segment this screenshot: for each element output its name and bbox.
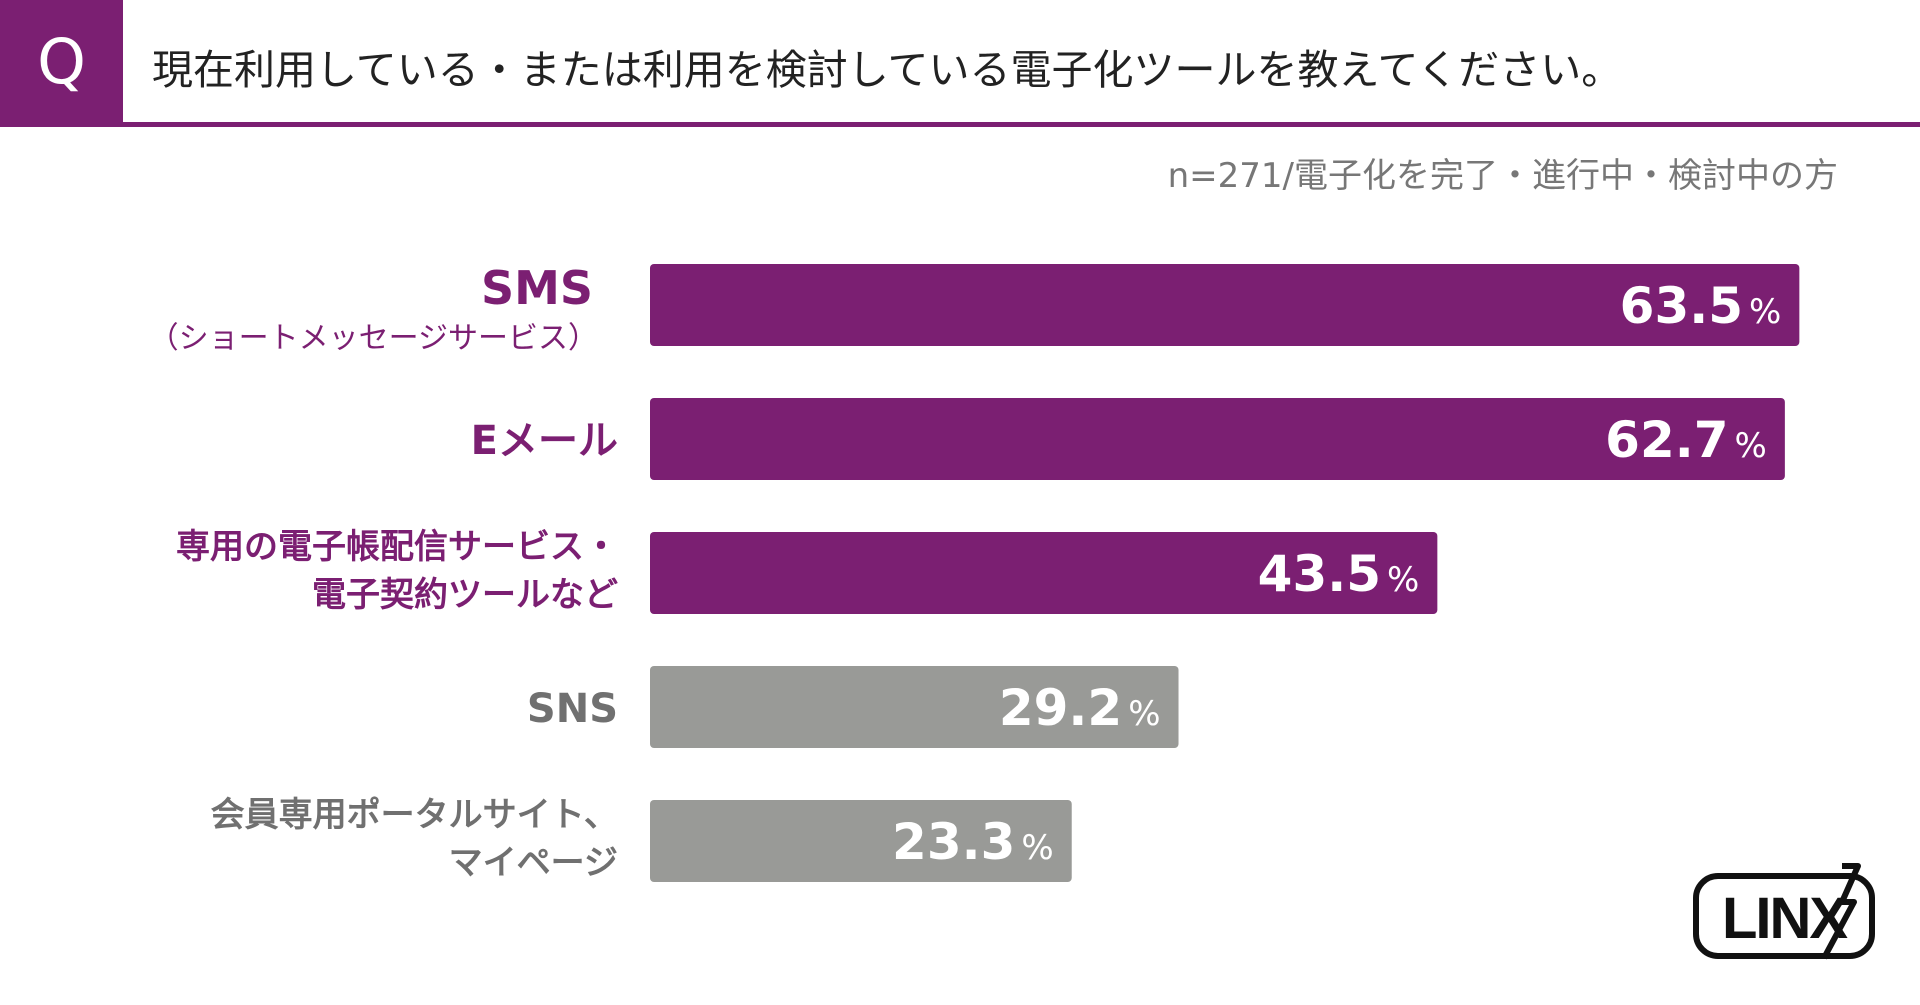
question-badge: Q [0, 0, 123, 123]
value-number: 62.7 [1605, 411, 1728, 469]
category-label-3-line-1: 専用の電子帳配信サービス・ [176, 527, 618, 567]
value-unit: % [1749, 292, 1781, 332]
category-label-5-line-2: マイページ [449, 843, 618, 883]
value-label-5: 23.3% [892, 813, 1054, 871]
category-label-3-line-2: 電子契約ツールなど [312, 575, 618, 615]
title-divider [0, 122, 1920, 127]
value-number: 63.5 [1620, 277, 1743, 335]
category-label-2: Eメール [471, 418, 618, 464]
bar-2 [650, 398, 1785, 480]
bar-5 [650, 800, 1072, 882]
value-label-4: 29.2% [999, 679, 1161, 737]
value-label-1: 63.5% [1620, 277, 1782, 335]
bar-3 [650, 532, 1438, 614]
value-number: 23.3 [892, 813, 1015, 871]
value-unit: % [1128, 694, 1160, 734]
value-number: 43.5 [1258, 545, 1381, 603]
value-unit: % [1735, 426, 1767, 466]
category-label-4: SNS [527, 686, 618, 732]
question-text: 現在利用している・または利用を検討している電子化ツールを教えてください。 [152, 46, 1623, 94]
category-sublabel-1: （ショートメッセージサービス） [149, 321, 598, 356]
value-unit: % [1021, 828, 1053, 868]
category-label-1: SMS [481, 261, 593, 315]
bar-1 [650, 264, 1800, 346]
value-number: 29.2 [999, 679, 1122, 737]
value-label-2: 62.7% [1605, 411, 1767, 469]
bar-4 [650, 666, 1179, 748]
value-label-3: 43.5% [1258, 545, 1420, 603]
category-label-5-line-1: 会員専用ポータルサイト、 [211, 795, 618, 835]
value-unit: % [1387, 560, 1419, 600]
linx-logo: LINX [1693, 863, 1875, 960]
logo-text: LINX [1722, 886, 1848, 951]
sample-note: n=271/電子化を完了・進行中・検討中の方 [1167, 156, 1838, 196]
